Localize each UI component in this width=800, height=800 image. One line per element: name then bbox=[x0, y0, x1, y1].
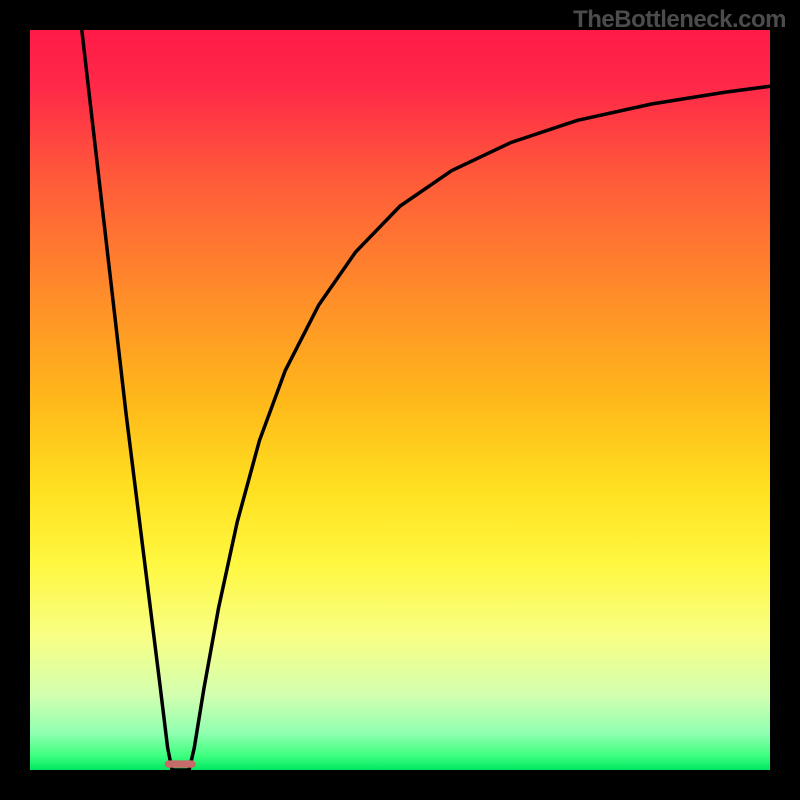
plot-background bbox=[30, 30, 770, 770]
chart-frame: TheBottleneck.com bbox=[0, 0, 800, 800]
optimum-marker bbox=[165, 760, 196, 767]
bottleneck-chart-svg bbox=[0, 0, 800, 800]
watermark-label: TheBottleneck.com bbox=[573, 6, 786, 33]
watermark-text: TheBottleneck.com bbox=[573, 6, 786, 34]
